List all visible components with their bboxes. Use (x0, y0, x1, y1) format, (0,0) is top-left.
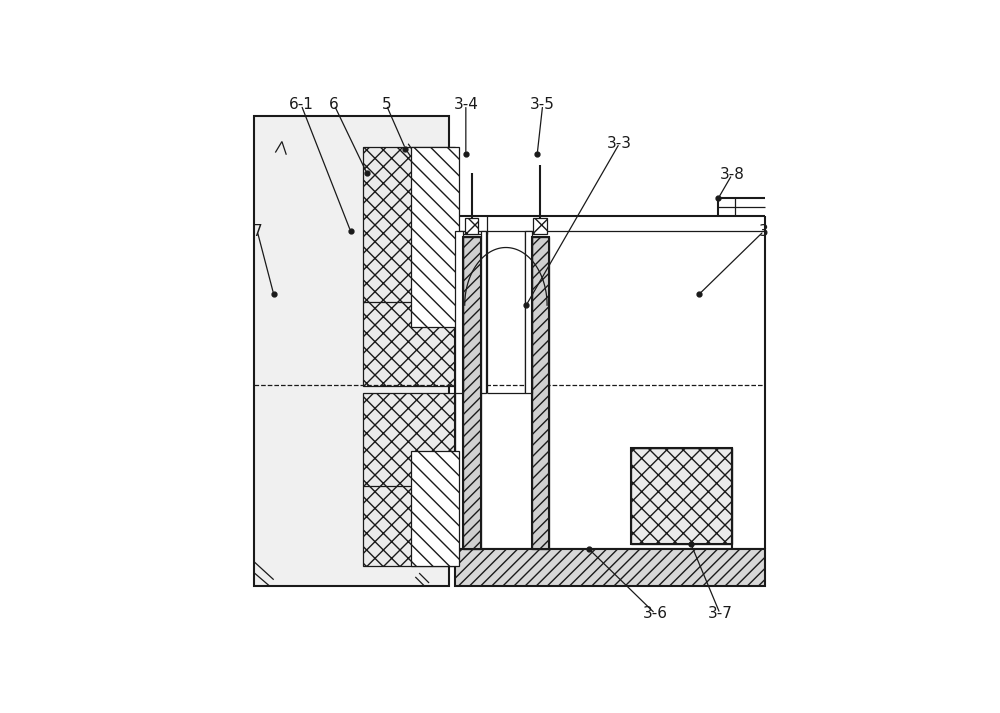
Bar (455, 231, 463, 393)
Bar (525, 231, 532, 393)
Bar (533, 218, 547, 234)
Bar (631, 448, 732, 544)
Text: 3: 3 (759, 224, 769, 239)
Bar (363, 147, 455, 386)
Bar (411, 147, 459, 327)
Bar (631, 448, 732, 544)
Bar (465, 218, 478, 234)
Bar (455, 550, 765, 586)
Text: 3-5: 3-5 (530, 97, 555, 112)
Text: 3-8: 3-8 (720, 167, 745, 182)
Bar (481, 231, 486, 393)
Text: 3-7: 3-7 (708, 606, 732, 621)
Bar (363, 393, 455, 566)
Bar (411, 451, 459, 566)
Bar (463, 237, 481, 550)
Text: 6-1: 6-1 (289, 97, 314, 112)
Text: 5: 5 (381, 97, 391, 112)
Text: 3-4: 3-4 (453, 97, 478, 112)
Text: 7: 7 (252, 224, 262, 239)
Text: 3-3: 3-3 (607, 135, 632, 150)
Text: 3-6: 3-6 (643, 606, 668, 621)
Bar (463, 237, 481, 550)
Bar (254, 116, 449, 586)
Bar (532, 237, 549, 550)
Text: 6: 6 (329, 97, 339, 112)
Bar (532, 237, 549, 550)
